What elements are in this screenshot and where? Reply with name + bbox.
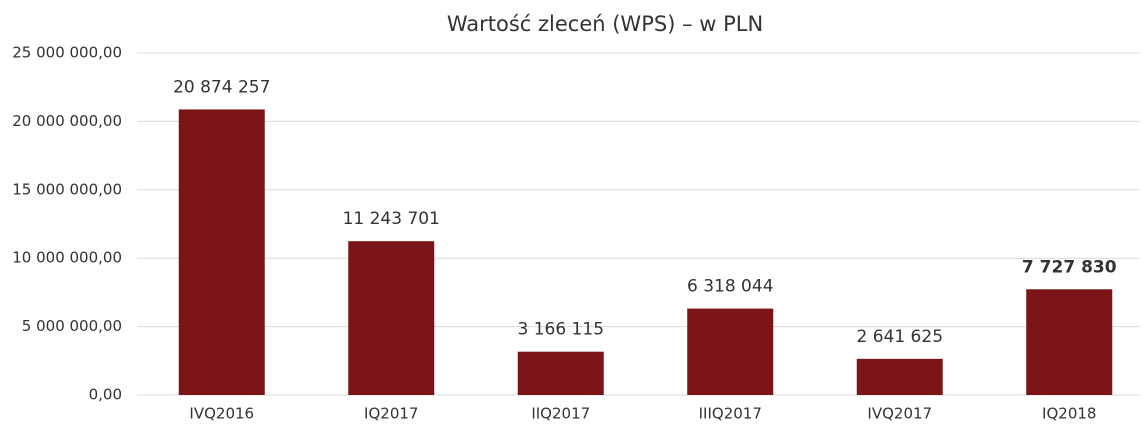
bar xyxy=(856,358,943,395)
bar xyxy=(517,351,604,395)
value-label: 11 243 701 xyxy=(343,209,440,229)
bar xyxy=(687,308,774,395)
y-tick-label: 5 000 000,00 xyxy=(22,317,122,335)
bar xyxy=(1026,289,1113,395)
value-label: 2 641 625 xyxy=(856,327,943,347)
x-tick-label: IQ2018 xyxy=(1042,405,1096,423)
x-tick-label: IVQ2017 xyxy=(867,405,932,423)
y-tick-label: 20 000 000,00 xyxy=(12,112,122,130)
bar xyxy=(348,241,435,395)
y-tick-label: 0,00 xyxy=(89,386,122,404)
y-tick-label: 10 000 000,00 xyxy=(12,249,122,267)
chart-title: Wartość zleceń (WPS) – w PLN xyxy=(447,12,763,36)
x-tick-label: IVQ2016 xyxy=(189,405,254,423)
value-label: 3 166 115 xyxy=(517,320,604,340)
y-tick-label: 25 000 000,00 xyxy=(12,44,122,62)
x-tick-label: IIQ2017 xyxy=(531,405,590,423)
value-label: 20 874 257 xyxy=(173,77,270,97)
bar xyxy=(178,109,265,396)
x-tick-label: IQ2017 xyxy=(364,405,418,423)
x-tick-label: IIIQ2017 xyxy=(699,405,762,423)
value-label: 6 318 044 xyxy=(687,277,774,297)
value-label: 7 727 830 xyxy=(1022,257,1117,277)
y-tick-label: 15 000 000,00 xyxy=(12,180,122,198)
